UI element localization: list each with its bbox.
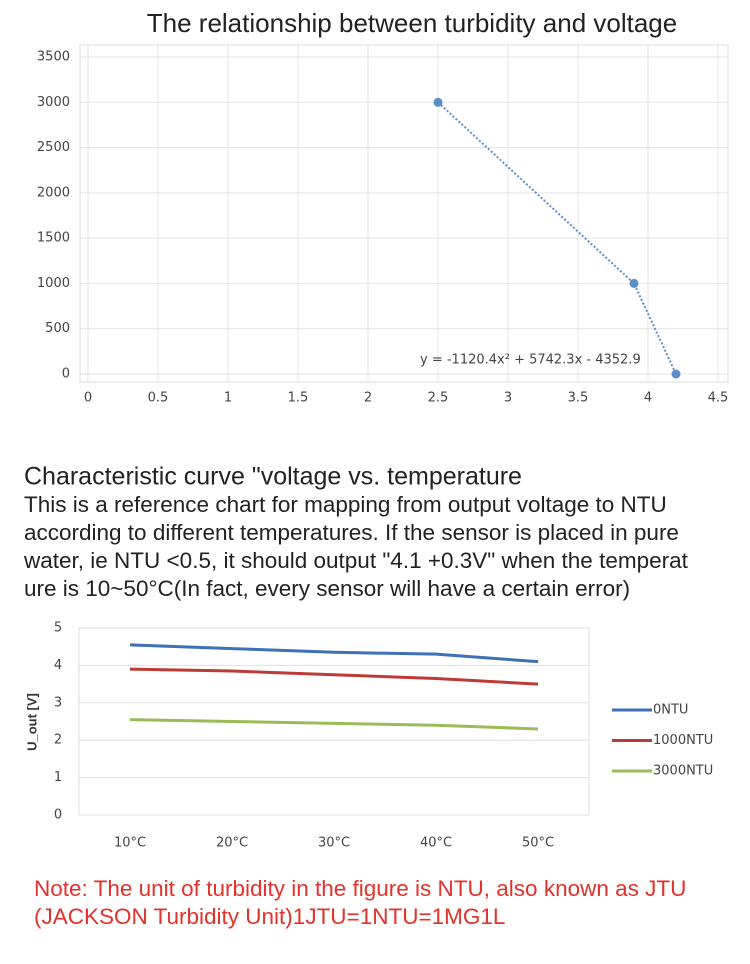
y-tick-label: 2000 <box>37 185 70 200</box>
y-tick-label: 2 <box>54 733 62 748</box>
x-tick-label: 2 <box>364 391 372 406</box>
x-tick-label: 0.5 <box>148 391 169 406</box>
data-point <box>629 278 639 288</box>
x-tick-label: 3 <box>504 391 512 406</box>
x-tick-label: 4 <box>644 391 652 406</box>
data-point <box>671 369 681 379</box>
series-line <box>129 643 539 664</box>
x-tick-label: 2.5 <box>428 391 449 406</box>
legend-label: 3000NTU <box>653 764 713 779</box>
x-tick-label: 40°C <box>420 836 452 851</box>
description-line: according to different temperatures. If … <box>24 520 679 545</box>
x-tick-label: 30°C <box>318 836 350 851</box>
y-axis-label: U_out [V] <box>24 693 39 751</box>
legend-label: 1000NTU <box>653 733 713 748</box>
y-tick-label: 3000 <box>37 95 70 110</box>
y-tick-label: 3 <box>54 695 62 710</box>
x-tick-label: 1 <box>224 391 232 406</box>
y-tick-label: 1500 <box>37 231 70 246</box>
x-tick-label: 1.5 <box>288 391 309 406</box>
y-tick-label: 500 <box>45 321 70 336</box>
x-tick-label: 4.5 <box>708 391 729 406</box>
trendline-equation: y = -1120.4x² + 5742.3x - 4352.9 <box>420 353 641 368</box>
y-tick-label: 1 <box>54 770 62 785</box>
y-tick-label: 3500 <box>37 50 70 65</box>
note-line: Note: The unit of turbidity in the figur… <box>34 876 686 901</box>
x-tick-label: 0 <box>84 391 92 406</box>
description-line: This is a reference chart for mapping fr… <box>24 492 667 517</box>
y-tick-label: 5 <box>54 621 62 636</box>
x-tick-label: 20°C <box>216 836 248 851</box>
y-tick-label: 1000 <box>37 276 70 291</box>
legend-label: 0NTU <box>653 703 688 718</box>
series-line <box>129 718 539 731</box>
y-tick-label: 2500 <box>37 140 70 155</box>
trendline <box>437 101 677 375</box>
y-tick-label: 0 <box>62 367 70 382</box>
description-line: water, ie NTU <0.5, it should output "4.… <box>23 548 689 573</box>
y-tick-label: 4 <box>54 658 62 673</box>
data-point <box>433 97 443 107</box>
note-line: (JACKSON Turbidity Unit)1JTU=1NTU=1MG1L <box>34 904 505 929</box>
description-line: ure is 10~50°C(In fact, every sensor wil… <box>24 576 630 601</box>
plot-area <box>79 44 729 383</box>
series-line <box>129 667 539 686</box>
section-title: Characteristic curve "voltage vs. temper… <box>24 463 522 491</box>
x-tick-label: 10°C <box>114 836 146 851</box>
chart-title: The relationship between turbidity and v… <box>147 8 677 38</box>
y-tick-label: 0 <box>54 808 62 823</box>
x-tick-label: 3.5 <box>568 391 589 406</box>
x-tick-label: 50°C <box>522 836 554 851</box>
